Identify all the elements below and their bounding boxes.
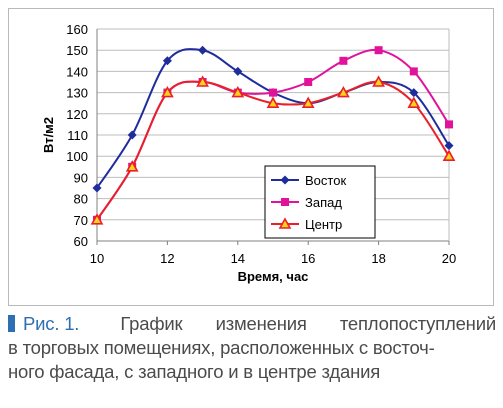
x-tick-label: 14 [231, 251, 245, 266]
caption-word: График [120, 313, 183, 334]
caption-label: Рис. 1. [23, 313, 80, 334]
figure-caption: Рис. 1. График изменения теплопоступлени… [8, 312, 496, 384]
chart-frame: 60 70 80 90 100 110 120 130 140 150 160 10 12 14 16 18 2… [8, 8, 494, 306]
caption-marker [8, 315, 15, 332]
data-point [127, 130, 137, 140]
data-point [407, 96, 421, 108]
y-tick-label: 110 [67, 128, 88, 143]
y-tick-label: 80 [74, 192, 88, 207]
line-chart: 60 70 80 90 100 110 120 130 140 150 160 10 12 14 16 18 2… [41, 22, 456, 284]
caption-line-2: в торговых помещениях, расположенных с в… [8, 337, 435, 358]
legend: Восток Запад Центр [264, 165, 376, 239]
data-point [301, 96, 315, 108]
data-point [231, 85, 245, 98]
legend-marker [281, 198, 289, 206]
y-tick-label: 120 [66, 107, 88, 122]
grid [96, 28, 450, 242]
data-point [162, 56, 172, 66]
series-triangle [90, 75, 456, 225]
data-point [444, 141, 454, 151]
data-point [304, 78, 313, 86]
data-point [125, 160, 139, 172]
y-tick-label: 100 [66, 149, 88, 164]
data-point [92, 183, 102, 193]
legend-marker [278, 217, 292, 229]
y-tick-label: 70 [74, 213, 88, 228]
x-tick-label: 20 [442, 251, 456, 266]
caption-line-3: ного фасада, с западного и в центре здан… [8, 361, 381, 382]
data-point [196, 75, 209, 87]
data-point [266, 96, 280, 108]
data-point [409, 88, 419, 98]
y-tick-label: 90 [74, 170, 88, 185]
y-axis-title: Вт/м2 [41, 117, 56, 153]
caption-word: теплопоступлений [339, 313, 496, 334]
y-tick-label: 130 [66, 86, 88, 101]
data-point [442, 149, 456, 161]
y-tick-label: 150 [66, 43, 88, 58]
caption-word: изменения [215, 313, 307, 334]
caption-line-1: Рис. 1. График изменения теплопоступлени… [8, 312, 496, 336]
data-point [372, 75, 385, 87]
legend-label: Запад [305, 195, 342, 210]
data-point [198, 45, 208, 55]
data-point [233, 66, 243, 76]
x-tick-label: 16 [301, 251, 315, 266]
x-tick-label: 12 [160, 251, 174, 266]
tick-labels: 60 70 80 90 100 110 120 130 140 150 160 10 12 14 16 18 2… [66, 22, 456, 266]
x-tick-label: 10 [90, 251, 104, 266]
series-group [90, 45, 456, 225]
x-axis-title: Время, час [238, 269, 309, 284]
y-tick-label: 160 [66, 22, 88, 37]
data-point [269, 88, 277, 97]
x-tick-label: 18 [371, 251, 385, 266]
caption-lead: Рис. 1. [8, 312, 87, 336]
data-point [374, 46, 383, 55]
data-point [409, 67, 418, 76]
data-point [161, 85, 174, 98]
legend-marker [280, 175, 290, 185]
data-point [337, 85, 350, 98]
legend-label: Центр [305, 217, 342, 232]
data-point [445, 120, 453, 129]
y-tick-label: 60 [74, 234, 88, 249]
data-point [339, 56, 348, 65]
y-tick-label: 140 [66, 64, 88, 79]
data-point [90, 213, 104, 225]
legend-label: Восток [305, 173, 346, 188]
